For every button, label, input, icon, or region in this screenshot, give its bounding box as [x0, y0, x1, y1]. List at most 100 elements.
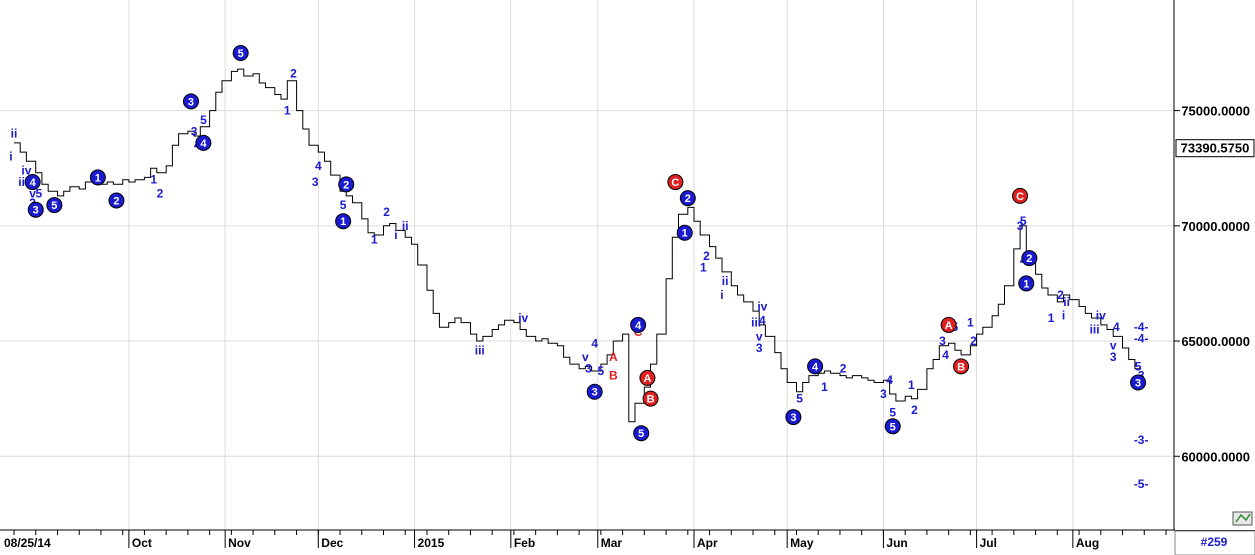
- x-tick-label[interactable]: 08/25/14: [4, 536, 51, 550]
- scale-toggle-icon[interactable]: [1232, 511, 1253, 526]
- wave-circle-text: 1: [1023, 278, 1029, 290]
- x-tick-label[interactable]: Jun: [886, 536, 907, 550]
- wave-circle: 1: [1018, 275, 1035, 292]
- wave-circle: 4: [630, 316, 647, 333]
- wave-circle-disc: [940, 316, 957, 333]
- wave-label: iv: [1096, 309, 1106, 323]
- wave-circle-disc: [182, 93, 199, 110]
- wave-circle: 3: [182, 93, 199, 110]
- wave-circle-text: 4: [200, 138, 207, 150]
- x-tick-label[interactable]: Aug: [1076, 536, 1099, 550]
- wave-label: ii: [722, 274, 729, 288]
- x-tick-label[interactable]: Feb: [514, 536, 535, 550]
- wave-label: iv: [518, 311, 528, 325]
- wave-circle: A: [639, 369, 656, 386]
- wave-label: 4: [942, 348, 949, 362]
- wave-circle-text: 3: [33, 205, 39, 217]
- wave-label: iii: [18, 175, 28, 189]
- wave-circle: 5: [633, 425, 650, 442]
- wave-circle-disc: [195, 134, 212, 151]
- y-tick-label: 75000.0000: [1181, 104, 1250, 119]
- y-axis[interactable]: 75000.0000 70000.0000 65000.0000 60000.0000: [1174, 104, 1250, 465]
- wave-circle: 1: [676, 224, 693, 241]
- x-tick-label[interactable]: Jul: [980, 536, 997, 550]
- wave-label: 4: [759, 313, 766, 327]
- wave-label: 3: [939, 334, 946, 348]
- wave-circle-text: B: [647, 394, 655, 406]
- wave-circle-disc: [232, 45, 249, 61]
- wave-circle: A: [940, 316, 957, 333]
- wave-label: i: [720, 288, 723, 302]
- wave-label: 5: [796, 392, 803, 406]
- wave-label: 2: [157, 187, 164, 201]
- wave-circle: 1: [335, 213, 352, 230]
- x-tick-label[interactable]: 2015: [418, 536, 445, 550]
- bar-count-label: #259: [1201, 535, 1228, 549]
- wave-label: 2: [970, 334, 977, 348]
- wave-circle-text: A: [945, 320, 953, 332]
- wave-circle: C: [667, 174, 684, 191]
- x-tick-label[interactable]: Dec: [321, 536, 343, 550]
- wave-circle: 3: [785, 409, 802, 426]
- current-price-marker: 73390.5750: [1175, 139, 1255, 158]
- x-tick-label[interactable]: Mar: [601, 536, 623, 550]
- wave-circle-text: 4: [812, 361, 819, 373]
- plot-background: [0, 0, 1174, 530]
- wave-label: ii: [1063, 295, 1070, 309]
- wave-circle-text: C: [671, 177, 679, 189]
- wave-circle-disc: [108, 192, 125, 209]
- wave-label: 4: [591, 336, 598, 350]
- wave-label: ii: [402, 219, 409, 233]
- x-tick-label[interactable]: Oct: [132, 536, 152, 550]
- wave-label: 5: [889, 405, 896, 419]
- wave-circle-text: 3: [1135, 378, 1141, 390]
- wave-circle-text: 3: [592, 387, 598, 399]
- wave-circle-disc: [46, 197, 63, 214]
- wave-label: 3: [756, 341, 763, 355]
- wave-circle-disc: [679, 190, 696, 207]
- x-tick-label[interactable]: Nov: [228, 536, 251, 550]
- y-axis-panel: [1175, 0, 1255, 530]
- wave-label: 4: [886, 373, 893, 387]
- wave-circle: 2: [1021, 250, 1038, 267]
- wave-circle: 4: [24, 174, 41, 191]
- wave-label: 3: [880, 387, 887, 401]
- wave-label: 2: [383, 205, 390, 219]
- wave-circle-text: 4: [635, 320, 642, 332]
- x-tick-label[interactable]: May: [790, 536, 814, 550]
- wave-label: 1: [284, 104, 291, 118]
- x-tick-label[interactable]: Apr: [697, 536, 718, 550]
- wave-label: -4-: [1134, 320, 1149, 334]
- wave-label: -5-: [1134, 477, 1149, 491]
- wave-circle-disc: [807, 358, 824, 375]
- wave-label: -3-: [1134, 433, 1149, 447]
- wave-label: i: [1062, 309, 1065, 323]
- wave-circle-text: 5: [238, 48, 244, 60]
- wave-label: iii: [751, 316, 761, 330]
- wave-circle: 3: [1130, 374, 1147, 391]
- wave-circle-text: A: [643, 373, 651, 385]
- wave-label: 1: [821, 380, 828, 394]
- x-axis[interactable]: 08/25/14 Oct Nov Dec 2015 Feb Mar Apr May Jun Jul A…: [4, 530, 1167, 550]
- wave-circle: 3: [586, 383, 603, 400]
- wave-circle-disc: [1130, 374, 1147, 391]
- wave-circle: B: [642, 390, 659, 407]
- wave-circle-disc: [89, 169, 106, 186]
- wave-circle-disc: [335, 213, 352, 230]
- wave-circle: C: [1012, 187, 1029, 204]
- wave-label: 1: [700, 260, 707, 274]
- wave-label: v: [1110, 339, 1117, 353]
- wave-label: 1: [150, 173, 157, 187]
- wave-circle-disc: [642, 390, 659, 407]
- wave-circle-text: 1: [682, 228, 688, 240]
- wave-label: 5: [35, 187, 42, 201]
- wave-circle-disc: [884, 418, 901, 435]
- wave-label: B: [609, 369, 618, 383]
- y-tick-label: 65000.0000: [1181, 334, 1250, 349]
- wave-label: 3: [312, 175, 319, 189]
- y-tick-label: 70000.0000: [1181, 219, 1250, 234]
- wave-label: v: [756, 329, 763, 343]
- wave-circle-text: 4: [30, 177, 37, 189]
- grid-lines: [0, 0, 1174, 530]
